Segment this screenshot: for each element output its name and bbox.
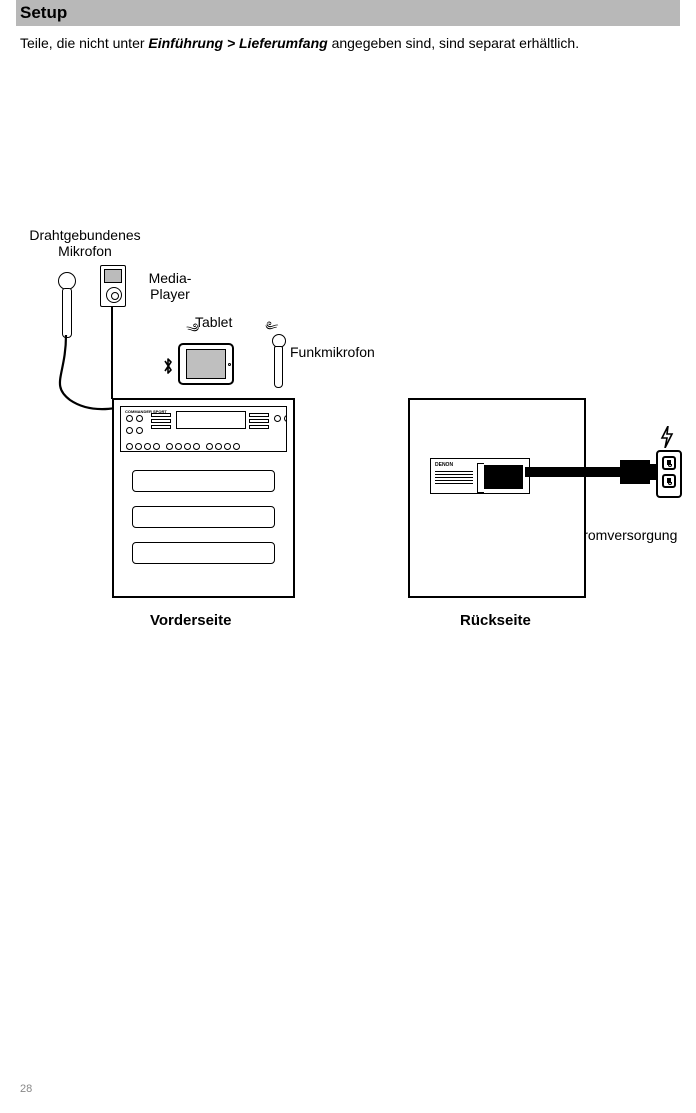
label-wired-mic-l1: Drahtgebundenes xyxy=(10,227,160,243)
setup-diagram: Drahtgebundenes Mikrofon Media- Player T… xyxy=(20,132,676,632)
section-header: Setup xyxy=(16,0,680,26)
intro-post: angegeben sind, sind separat erhältlich. xyxy=(328,35,579,51)
speaker-front-icon: COMMANDER SPORT xyxy=(112,398,295,598)
wired-microphone-icon xyxy=(52,272,82,350)
label-media-l1: Media- xyxy=(135,270,205,286)
wireless-waves-icon: ༄ xyxy=(264,322,277,333)
label-wired-mic-l2: Mikrofon xyxy=(10,243,160,259)
label-power: Stromversorgung xyxy=(570,527,677,543)
intro-paragraph: Teile, die nicht unter Einführung > Lief… xyxy=(20,34,676,52)
wall-outlet-icon xyxy=(656,450,682,498)
caption-rear: Rückseite xyxy=(460,612,531,629)
wireless-waves-icon: ༄ xyxy=(187,324,200,335)
tablet-icon xyxy=(178,343,234,385)
media-player-cable xyxy=(111,307,113,399)
wireless-microphone-icon xyxy=(268,334,290,394)
speaker-control-panel: COMMANDER SPORT xyxy=(120,406,287,452)
power-plug-icon xyxy=(620,460,650,484)
label-wireless-mic: Funkmikrofon xyxy=(290,344,375,360)
page-number: 28 xyxy=(20,1083,32,1095)
media-player-icon xyxy=(100,265,126,307)
section-title: Setup xyxy=(20,3,676,23)
intro-bold: Einführung > Lieferumfang xyxy=(148,35,327,51)
rear-brand-text: DENON xyxy=(435,462,453,468)
intro-pre: Teile, die nicht unter xyxy=(20,35,148,51)
label-tablet: Tablet xyxy=(195,314,232,330)
caption-front: Vorderseite xyxy=(150,612,231,629)
lightning-icon xyxy=(660,426,674,453)
label-wired-mic: Drahtgebundenes Mikrofon xyxy=(10,227,160,259)
power-inlet-icon xyxy=(483,465,523,489)
label-media-l2: Player xyxy=(135,286,205,302)
rear-panel-plate: DENON xyxy=(430,458,530,494)
bluetooth-icon xyxy=(162,357,174,378)
label-media-player: Media- Player xyxy=(135,270,205,302)
speaker-rear-icon: DENON xyxy=(408,398,586,598)
